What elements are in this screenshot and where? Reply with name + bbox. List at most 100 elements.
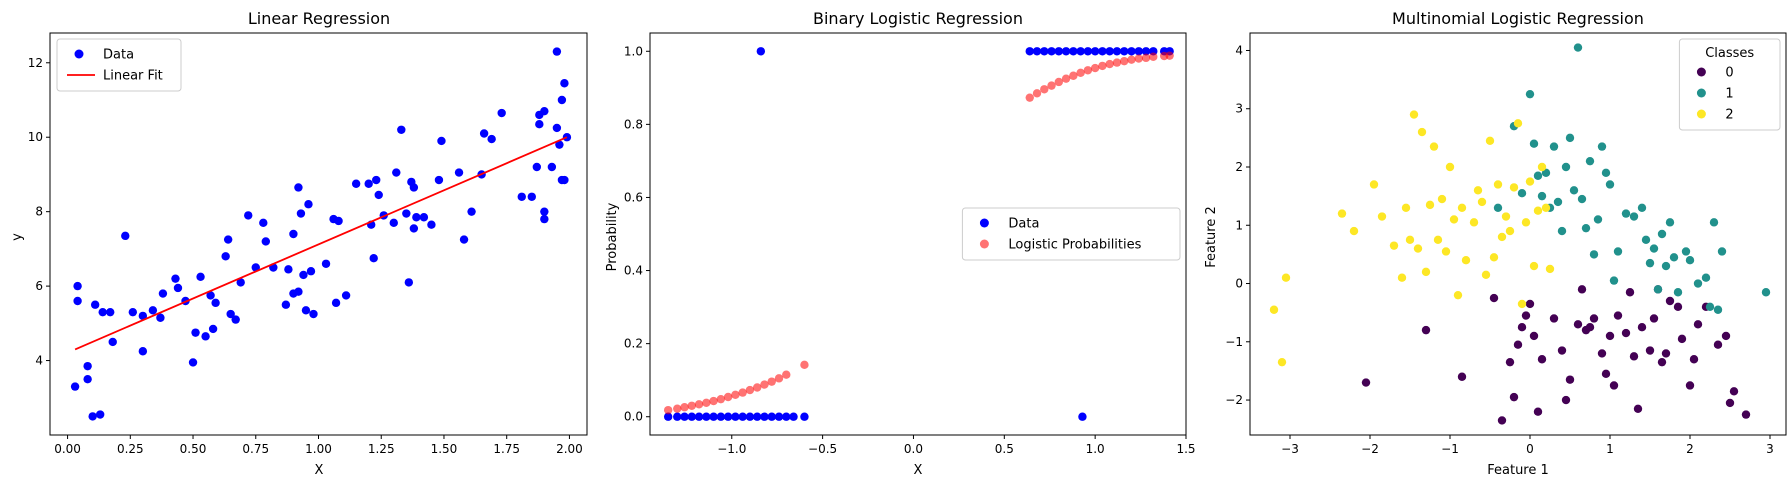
data-point — [1661, 349, 1671, 358]
data-point — [745, 385, 755, 395]
legend-marker — [1696, 67, 1706, 77]
y-tick-label: 4 — [35, 354, 43, 368]
x-axis-label: Feature 1 — [1487, 463, 1549, 478]
data-point — [1469, 218, 1479, 227]
data-point — [1269, 305, 1279, 314]
data-point — [1349, 226, 1359, 236]
x-tick-label: 0.50 — [180, 442, 207, 456]
data-point — [540, 207, 549, 216]
data-point — [1565, 375, 1575, 384]
data-point — [774, 374, 784, 383]
data-point — [374, 190, 383, 200]
data-point — [1609, 381, 1619, 390]
data-point — [1537, 191, 1547, 201]
data-point — [409, 224, 419, 233]
data-point — [1433, 235, 1443, 245]
y-tick-label: 0.8 — [624, 117, 643, 131]
data-point — [369, 253, 378, 263]
data-point — [1685, 256, 1695, 265]
data-point — [1497, 416, 1507, 425]
data-point — [756, 47, 766, 56]
data-point — [1717, 247, 1727, 256]
data-point — [723, 392, 733, 402]
data-point — [555, 140, 564, 149]
legend-label: Linear Fit — [103, 69, 163, 84]
data-point — [1509, 392, 1519, 402]
data-point — [767, 412, 776, 421]
data-point — [244, 211, 253, 220]
data-point — [716, 394, 726, 404]
panel-multinomial-logistic-regression: Multinomial Logistic Regression −3 −2 −1 0 1… — [1204, 9, 1787, 478]
data-point — [738, 412, 747, 421]
data-point — [1047, 81, 1056, 90]
data-point — [90, 300, 100, 309]
data-point — [1369, 180, 1379, 189]
data-point — [70, 382, 80, 391]
y-tick-label: 2 — [1235, 160, 1243, 174]
y-tick-label: 10 — [28, 130, 43, 144]
data-point — [1581, 223, 1591, 233]
data-point — [789, 412, 798, 421]
data-point — [1729, 387, 1739, 396]
data-point — [1533, 407, 1543, 416]
data-point — [1040, 85, 1049, 94]
data-point — [1141, 53, 1151, 63]
data-point — [301, 306, 311, 315]
data-point — [1098, 47, 1107, 56]
data-point — [1025, 93, 1034, 102]
data-point — [716, 412, 726, 421]
data-point — [702, 398, 711, 408]
data-point — [1645, 258, 1655, 268]
data-point — [1585, 156, 1595, 166]
data-point — [1105, 59, 1114, 69]
data-point — [1120, 56, 1129, 66]
data-point — [454, 168, 464, 177]
x-tick-label: −0.5 — [808, 442, 837, 456]
data-point — [1629, 212, 1639, 221]
data-point — [1665, 296, 1675, 306]
data-point — [1573, 43, 1583, 52]
legend-label: 2 — [1725, 108, 1733, 123]
data-point — [1601, 369, 1611, 379]
data-point — [1637, 203, 1647, 212]
data-point — [1083, 47, 1093, 56]
data-point — [334, 216, 343, 226]
data-point — [1529, 261, 1539, 271]
chart-title: Multinomial Logistic Regression — [1392, 9, 1644, 28]
data-point — [284, 265, 293, 274]
data-point — [1165, 51, 1174, 60]
data-point — [427, 220, 436, 229]
x-tick-label: 0 — [1526, 442, 1534, 456]
data-point — [663, 405, 673, 415]
data-point — [1489, 253, 1499, 262]
x-tick-label: 1.5 — [1176, 442, 1195, 456]
legend-title: Classes — [1705, 46, 1754, 61]
data-point — [121, 231, 130, 241]
data-point — [1425, 200, 1435, 210]
data-point — [1657, 357, 1667, 367]
data-point — [1417, 127, 1427, 137]
y-tick-label: 8 — [35, 205, 43, 219]
y-tick-label: −2 — [1225, 393, 1243, 407]
data-point — [1457, 372, 1467, 381]
data-point — [434, 175, 444, 185]
data-point — [1721, 331, 1731, 341]
data-point — [663, 412, 673, 421]
data-point — [236, 278, 245, 287]
fit-line — [74, 136, 568, 351]
marks — [663, 47, 1174, 421]
data-point — [1521, 311, 1531, 320]
data-point — [364, 179, 373, 188]
data-point — [1457, 203, 1467, 212]
x-tick-label: 1.25 — [368, 442, 395, 456]
data-point — [1437, 194, 1447, 204]
marks — [1269, 43, 1771, 425]
data-point — [1061, 74, 1071, 83]
data-point — [372, 175, 381, 185]
data-point — [1083, 66, 1093, 75]
data-point — [1401, 203, 1411, 212]
data-point — [1421, 325, 1431, 335]
data-point — [1529, 331, 1539, 341]
y-tick-label: 0.6 — [624, 190, 643, 204]
data-point — [1505, 226, 1515, 236]
